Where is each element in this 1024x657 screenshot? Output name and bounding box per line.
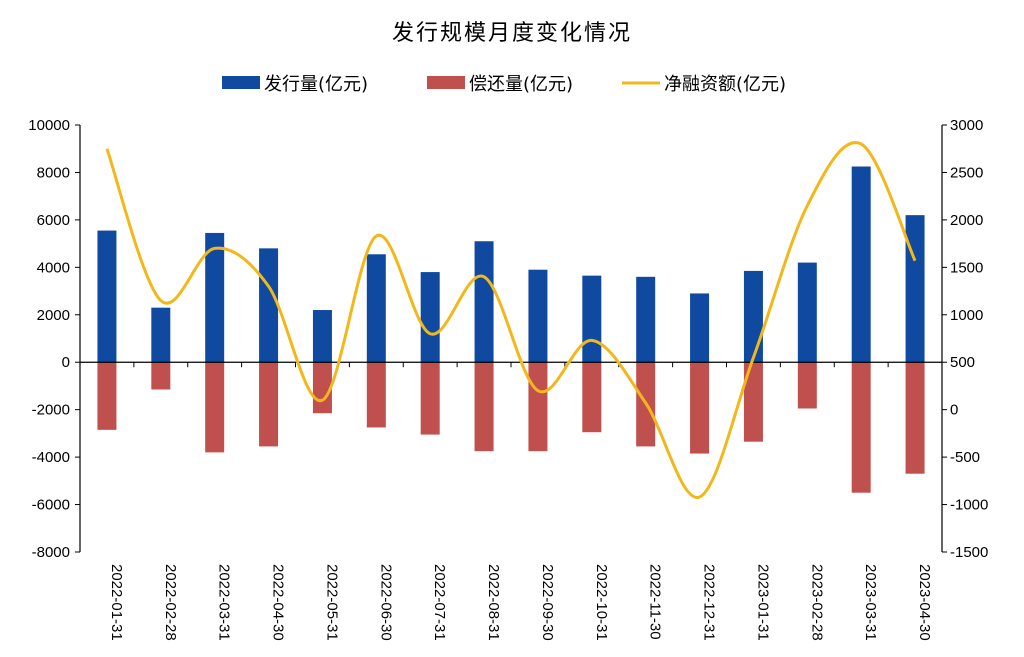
bar-repayment-2023-03-31 <box>851 362 871 493</box>
bar-issuance-2022-08-31 <box>474 241 494 363</box>
x-tick-label-2022-06-30: 2022-06-30 <box>377 564 394 641</box>
y-right-tick--1500: -1500 <box>950 544 988 561</box>
bar-repayment-2022-12-31 <box>690 362 710 454</box>
x-tick-label-2022-03-31: 2022-03-31 <box>216 564 233 641</box>
bar-issuance-2022-03-31 <box>205 232 225 363</box>
x-tick-label-2022-12-31: 2022-12-31 <box>701 564 718 641</box>
y-right-tick-500: 500 <box>950 354 975 371</box>
legend-label-net-financing: 净融资额(亿元) <box>664 74 786 95</box>
bar-issuance-2023-01-31 <box>743 270 763 363</box>
bar-issuance-2022-02-28 <box>151 307 171 363</box>
legend: 发行量(亿元) 偿还量(亿元) 净融资额(亿元) <box>222 74 786 95</box>
chart-title: 发行规模月度变化情况 <box>392 21 632 46</box>
legend-swatch-repayment <box>427 76 465 89</box>
bar-issuance-2022-04-30 <box>259 248 279 363</box>
bar-repayment-2023-04-30 <box>905 362 925 474</box>
y-right-tick-1500: 1500 <box>950 259 983 276</box>
bar-repayment-2022-02-28 <box>151 362 171 390</box>
y-left-tick-8000: 8000 <box>37 164 70 181</box>
x-tick-label-2023-03-31: 2023-03-31 <box>862 564 879 641</box>
x-tick-label-2022-09-30: 2022-09-30 <box>539 564 556 641</box>
y-left-tick-4000: 4000 <box>37 259 70 276</box>
x-tick-label-2022-01-31: 2022-01-31 <box>108 564 125 641</box>
bar-repayment-2022-04-30 <box>259 362 279 447</box>
x-tick-label-2023-02-28: 2023-02-28 <box>808 564 825 641</box>
bar-issuance-2022-06-30 <box>366 254 386 363</box>
y-right-tick--1000: -1000 <box>950 497 988 514</box>
y-right-tick--500: -500 <box>950 449 980 466</box>
x-tick-label-2023-04-30: 2023-04-30 <box>916 564 933 641</box>
legend-swatch-issuance <box>222 76 260 89</box>
bar-issuance-2022-05-31 <box>312 310 332 363</box>
bar-issuance-2022-09-30 <box>528 269 548 363</box>
bar-issuance-2022-07-31 <box>420 272 440 363</box>
y-right-tick-1000: 1000 <box>950 307 983 324</box>
y-left-tick-6000: 6000 <box>37 212 70 229</box>
bar-issuance-2023-04-30 <box>905 215 925 363</box>
bar-repayment-2022-10-31 <box>582 362 602 433</box>
line-net-financing <box>105 141 917 499</box>
bar-repayment-2023-02-28 <box>797 362 817 409</box>
y-right-tick-0: 0 <box>950 402 958 419</box>
y-left-tick--6000: -6000 <box>32 497 70 514</box>
y-right-tick-2500: 2500 <box>950 164 983 181</box>
bar-issuance-2023-02-28 <box>797 262 817 363</box>
bar-issuance-2022-11-30 <box>636 276 656 363</box>
x-tick-label-2022-08-31: 2022-08-31 <box>485 564 502 641</box>
y-left-tick--2000: -2000 <box>32 402 70 419</box>
bar-repayment-2022-01-31 <box>97 362 117 430</box>
y-right-tick-3000: 3000 <box>950 117 983 134</box>
plot-area: -8000 -6000 -4000 -2000 0 2000 4000 6000 8000 100… <box>28 117 988 641</box>
y-left-tick-0: 0 <box>62 354 70 371</box>
bar-issuance-2022-10-31 <box>582 275 602 363</box>
bar-repayment-2022-07-31 <box>420 362 440 435</box>
x-tick-label-2022-05-31: 2022-05-31 <box>323 564 340 641</box>
bar-repayment-2022-03-31 <box>205 362 225 453</box>
bar-issuance-2023-03-31 <box>851 166 871 363</box>
bar-repayment-2023-01-31 <box>743 362 763 442</box>
x-tick-label-2022-07-31: 2022-07-31 <box>431 564 448 641</box>
y-right-tick-2000: 2000 <box>950 212 983 229</box>
x-tick-label-2023-01-31: 2023-01-31 <box>754 564 771 641</box>
x-tick-label-2022-11-30: 2022-11-30 <box>647 564 664 640</box>
y-left-tick--4000: -4000 <box>32 449 70 466</box>
bar-issuance-2022-12-31 <box>690 293 710 363</box>
y-left-tick--8000: -8000 <box>32 544 70 561</box>
x-tick-label-2022-10-31: 2022-10-31 <box>593 564 610 641</box>
bar-issuance-2022-01-31 <box>97 230 117 363</box>
legend-label-repayment: 偿还量(亿元) <box>469 74 573 95</box>
bar-repayment-2022-06-30 <box>366 362 386 428</box>
x-tick-label-2022-02-28: 2022-02-28 <box>162 564 179 641</box>
x-tick-label-2022-04-30: 2022-04-30 <box>270 564 287 641</box>
y-left-tick-10000: 10000 <box>28 117 70 134</box>
legend-label-issuance: 发行量(亿元) <box>264 74 368 95</box>
bar-repayment-2022-09-30 <box>528 362 548 452</box>
y-left-tick-2000: 2000 <box>37 307 70 324</box>
bar-repayment-2022-08-31 <box>474 362 494 452</box>
